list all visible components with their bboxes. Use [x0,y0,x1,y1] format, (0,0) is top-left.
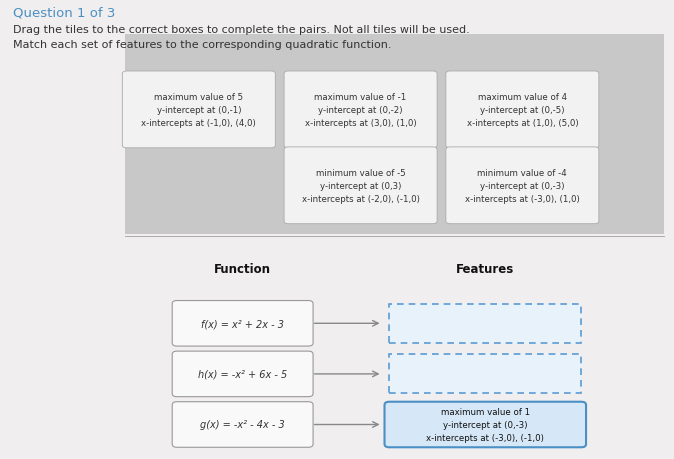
Text: minimum value of -4
y-intercept at (0,-3)
x-intercepts at (-3,0), (1,0): minimum value of -4 y-intercept at (0,-3… [465,168,580,203]
Text: g(x) = -x² - 4x - 3: g(x) = -x² - 4x - 3 [200,420,285,430]
Text: maximum value of 4
y-intercept at (0,-5)
x-intercepts at (1,0), (5,0): maximum value of 4 y-intercept at (0,-5)… [466,93,578,128]
Text: Match each set of features to the corresponding quadratic function.: Match each set of features to the corres… [13,40,392,50]
Text: Drag the tiles to the correct boxes to complete the pairs. Not all tiles will be: Drag the tiles to the correct boxes to c… [13,25,470,35]
FancyBboxPatch shape [172,301,313,346]
FancyBboxPatch shape [123,72,276,149]
FancyBboxPatch shape [446,72,599,149]
FancyBboxPatch shape [125,34,664,234]
FancyBboxPatch shape [446,147,599,224]
FancyBboxPatch shape [390,304,581,343]
Text: Features: Features [456,262,514,275]
Text: maximum value of 5
y-intercept at (0,-1)
x-intercepts at (-1,0), (4,0): maximum value of 5 y-intercept at (0,-1)… [142,93,256,128]
Text: minimum value of -5
y-intercept at (0,3)
x-intercepts at (-2,0), (-1,0): minimum value of -5 y-intercept at (0,3)… [302,168,419,203]
Text: maximum value of -1
y-intercept at (0,-2)
x-intercepts at (3,0), (1,0): maximum value of -1 y-intercept at (0,-2… [305,93,417,128]
Text: h(x) = -x² + 6x - 5: h(x) = -x² + 6x - 5 [198,369,287,379]
FancyBboxPatch shape [390,354,581,394]
Text: maximum value of 1
y-intercept at (0,-3)
x-intercepts at (-3,0), (-1,0): maximum value of 1 y-intercept at (0,-3)… [427,407,544,442]
Text: f(x) = x² + 2x - 3: f(x) = x² + 2x - 3 [201,319,284,329]
FancyBboxPatch shape [284,147,437,224]
FancyBboxPatch shape [172,352,313,397]
Text: Question 1 of 3: Question 1 of 3 [13,7,116,20]
FancyBboxPatch shape [384,402,586,447]
FancyBboxPatch shape [284,72,437,149]
Text: Function: Function [214,262,271,275]
FancyBboxPatch shape [172,402,313,447]
